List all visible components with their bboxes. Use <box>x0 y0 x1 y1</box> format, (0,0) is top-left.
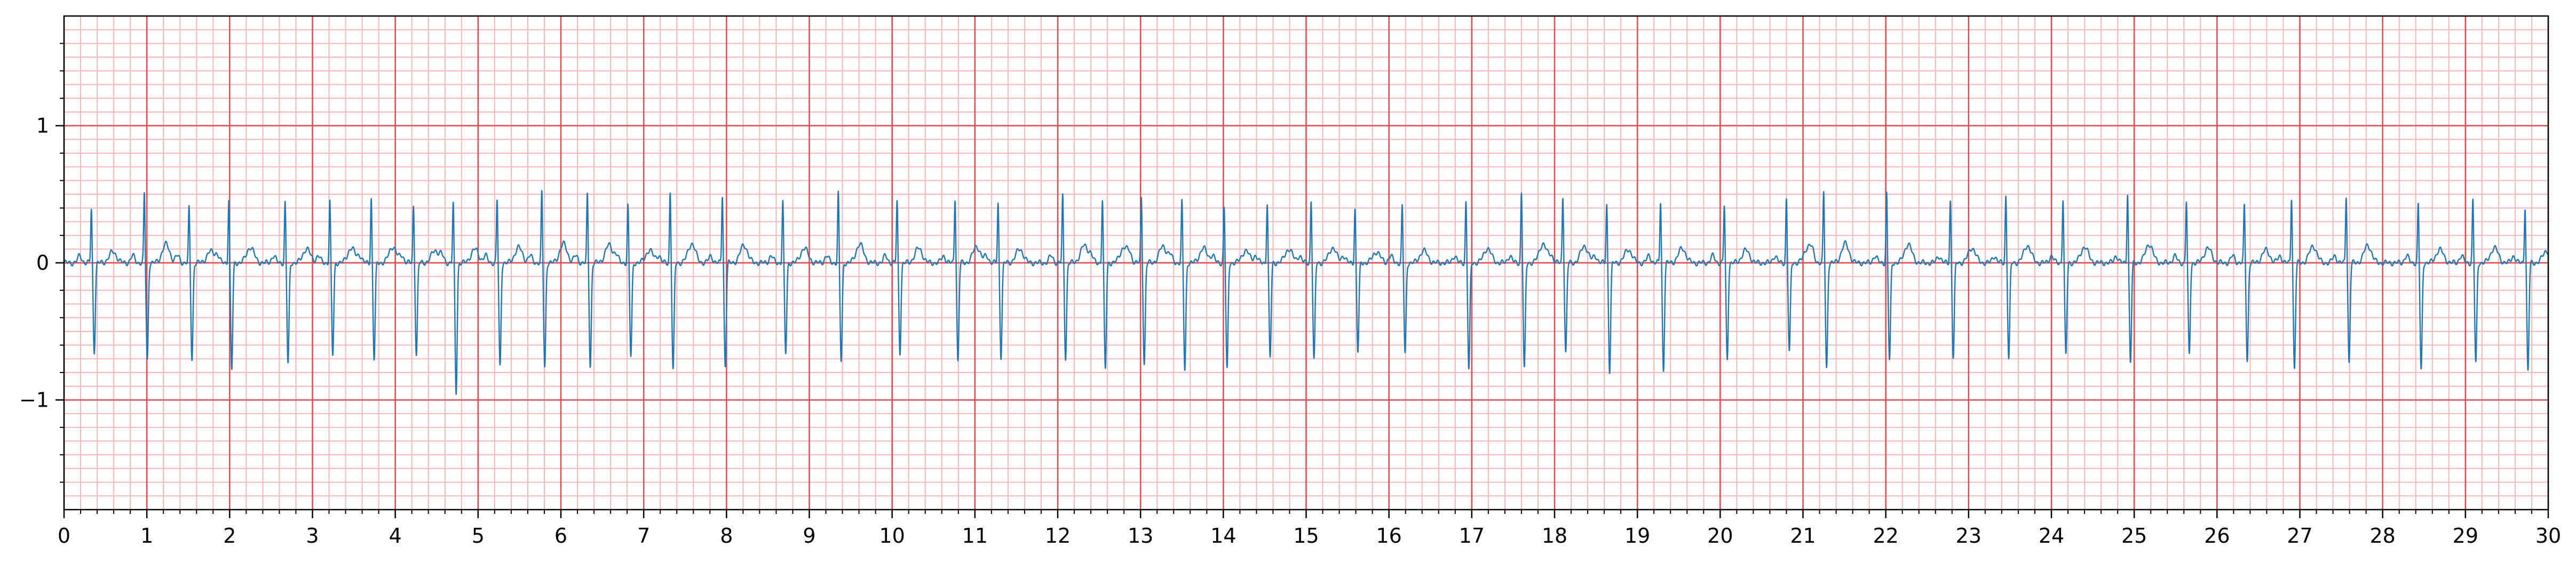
x-tick-label: 1 <box>140 524 153 548</box>
x-tick-label: 3 <box>306 524 319 548</box>
x-tick-label: 14 <box>1210 524 1236 548</box>
y-tick-label: 0 <box>36 251 49 275</box>
x-tick-label: 15 <box>1293 524 1319 548</box>
x-tick-label: 7 <box>637 524 650 548</box>
x-tick-label: 2 <box>223 524 236 548</box>
x-tick-label: 25 <box>2121 524 2147 548</box>
x-tick-label: 20 <box>1707 524 1733 548</box>
x-tick-label: 21 <box>1790 524 1816 548</box>
x-tick-label: 19 <box>1624 524 1650 548</box>
x-tick-label: 6 <box>554 524 567 548</box>
x-tick-label: 10 <box>879 524 905 548</box>
x-tick-label: 18 <box>1542 524 1567 548</box>
x-tick-label: 26 <box>2204 524 2230 548</box>
x-tick-label: 9 <box>803 524 815 548</box>
y-tick-label: −1 <box>19 388 49 411</box>
x-tick-label: 29 <box>2453 524 2478 548</box>
x-axis-ticks: 0 1 2 3 4 5 6 7 8 9 10 11 12 13 14 15 16 17 18 19 20 21 22 23 24… <box>58 510 2561 548</box>
x-tick-label: 11 <box>962 524 988 548</box>
x-tick-label: 4 <box>389 524 402 548</box>
x-tick-label: 23 <box>1956 524 1981 548</box>
x-tick-label: 24 <box>2039 524 2064 548</box>
x-tick-label: 13 <box>1128 524 1153 548</box>
x-tick-label: 8 <box>720 524 733 548</box>
y-axis-ticks: −1 0 1 <box>19 43 64 483</box>
ecg-trace <box>63 189 2549 395</box>
x-tick-label: 5 <box>472 524 485 548</box>
x-tick-label: 22 <box>1873 524 1898 548</box>
x-tick-label: 30 <box>2535 524 2561 548</box>
x-tick-label: 17 <box>1459 524 1485 548</box>
x-tick-label: 16 <box>1376 524 1401 548</box>
x-tick-label: 28 <box>2369 524 2395 548</box>
x-tick-label: 27 <box>2287 524 2312 548</box>
y-tick-label: 1 <box>36 114 49 138</box>
x-tick-label: 12 <box>1045 524 1071 548</box>
x-tick-label: 0 <box>58 524 70 548</box>
ecg-line-series <box>63 189 2549 395</box>
